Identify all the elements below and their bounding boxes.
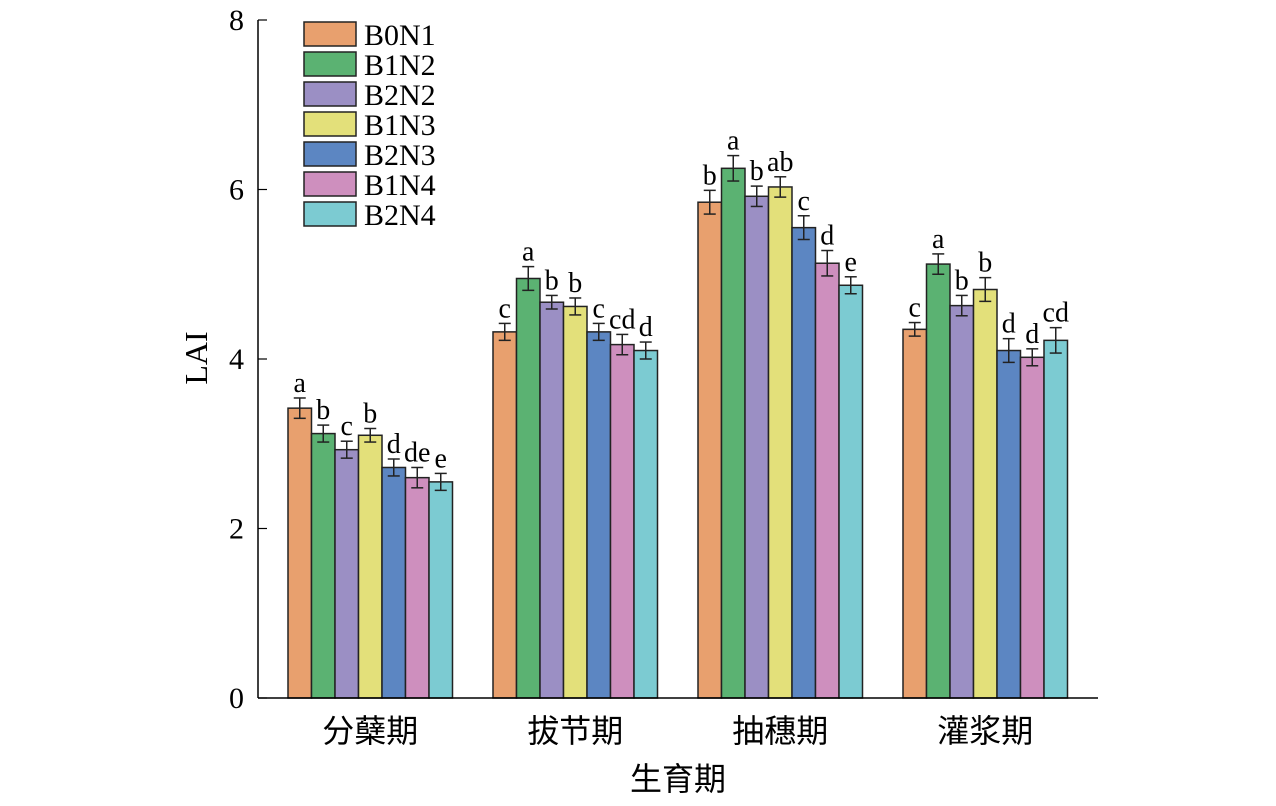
axes-group: 0 2 4 6 8 分蘖期 拔节期 抽穗期 灌浆期 [229, 4, 1098, 750]
significance-label: d [820, 221, 834, 252]
significance-label: c [798, 186, 810, 217]
legend-swatch [303, 201, 357, 227]
bar [334, 448, 360, 699]
bar [1043, 339, 1069, 699]
legend-label: B1N4 [364, 169, 436, 202]
significance-label: d [1025, 319, 1039, 350]
bar [972, 288, 998, 699]
significance-label: d [639, 312, 653, 343]
significance-label: b [363, 398, 377, 429]
bar [287, 407, 313, 699]
bar [720, 167, 746, 699]
significance-label: d [387, 429, 401, 460]
bar [515, 277, 541, 699]
bar [381, 466, 407, 699]
significance-label: c [341, 411, 353, 442]
significance-label: cd [1043, 298, 1069, 329]
y-tick-label: 2 [229, 513, 244, 546]
x-axis-title: 生育期 [630, 760, 726, 798]
significance-label: b [568, 268, 582, 299]
bar [609, 343, 635, 699]
significance-label: c [499, 293, 511, 324]
legend-label: B2N3 [364, 139, 436, 172]
bar [633, 349, 659, 699]
significance-label: a [932, 224, 945, 255]
significance-label: b [545, 265, 559, 296]
y-axis-title: LAI [178, 331, 214, 384]
x-category-label: 分蘖期 [322, 712, 418, 750]
bar [428, 481, 454, 699]
y-tick-label: 0 [229, 682, 244, 715]
significance-label: e [435, 443, 447, 474]
significance-label: b [978, 248, 992, 279]
bar [357, 434, 383, 699]
significance-label: de [404, 437, 430, 468]
x-category-label: 灌浆期 [937, 712, 1033, 750]
x-category-label: 抽穗期 [732, 712, 828, 750]
significance-label: b [316, 395, 330, 426]
bar [902, 328, 928, 699]
legend-label: B2N4 [364, 199, 436, 232]
significance-label: a [294, 368, 307, 399]
bar [744, 195, 770, 699]
bar [586, 331, 612, 699]
legend-label: B1N2 [364, 49, 436, 82]
y-tick-label: 6 [229, 174, 244, 207]
significance-label: c [593, 293, 605, 324]
bar [996, 349, 1022, 699]
bar [492, 331, 518, 699]
bar [791, 226, 817, 699]
bar [949, 304, 975, 699]
legend-swatch [303, 141, 357, 167]
bar [697, 201, 723, 699]
legend-label: B0N1 [364, 19, 436, 52]
bar [404, 476, 430, 699]
bar [767, 186, 793, 699]
legend-swatch [303, 81, 357, 107]
significance-label: a [727, 126, 740, 157]
significance-label: b [750, 156, 764, 187]
legend-swatch [303, 111, 357, 137]
bar [838, 284, 864, 699]
legend-swatch [303, 21, 357, 47]
legend-swatch [303, 171, 357, 197]
bar [310, 432, 336, 699]
bar [562, 305, 588, 699]
legend-swatch [303, 51, 357, 77]
significance-label: c [909, 293, 921, 324]
legend-label: B1N3 [364, 109, 436, 142]
significance-label: cd [609, 304, 635, 335]
bar [539, 301, 565, 699]
significance-label: d [1002, 309, 1016, 340]
bar [814, 262, 840, 699]
bar [925, 263, 951, 699]
significance-label: e [845, 247, 857, 278]
significance-label: b [955, 265, 969, 296]
significance-label: a [522, 237, 535, 268]
x-category-label: 拔节期 [527, 712, 623, 750]
significance-label: b [703, 160, 717, 191]
y-tick-label: 8 [229, 4, 244, 37]
y-tick-label: 4 [229, 343, 244, 376]
legend-label: B2N2 [364, 79, 436, 112]
bar [1019, 356, 1045, 699]
significance-label: ab [767, 147, 793, 178]
